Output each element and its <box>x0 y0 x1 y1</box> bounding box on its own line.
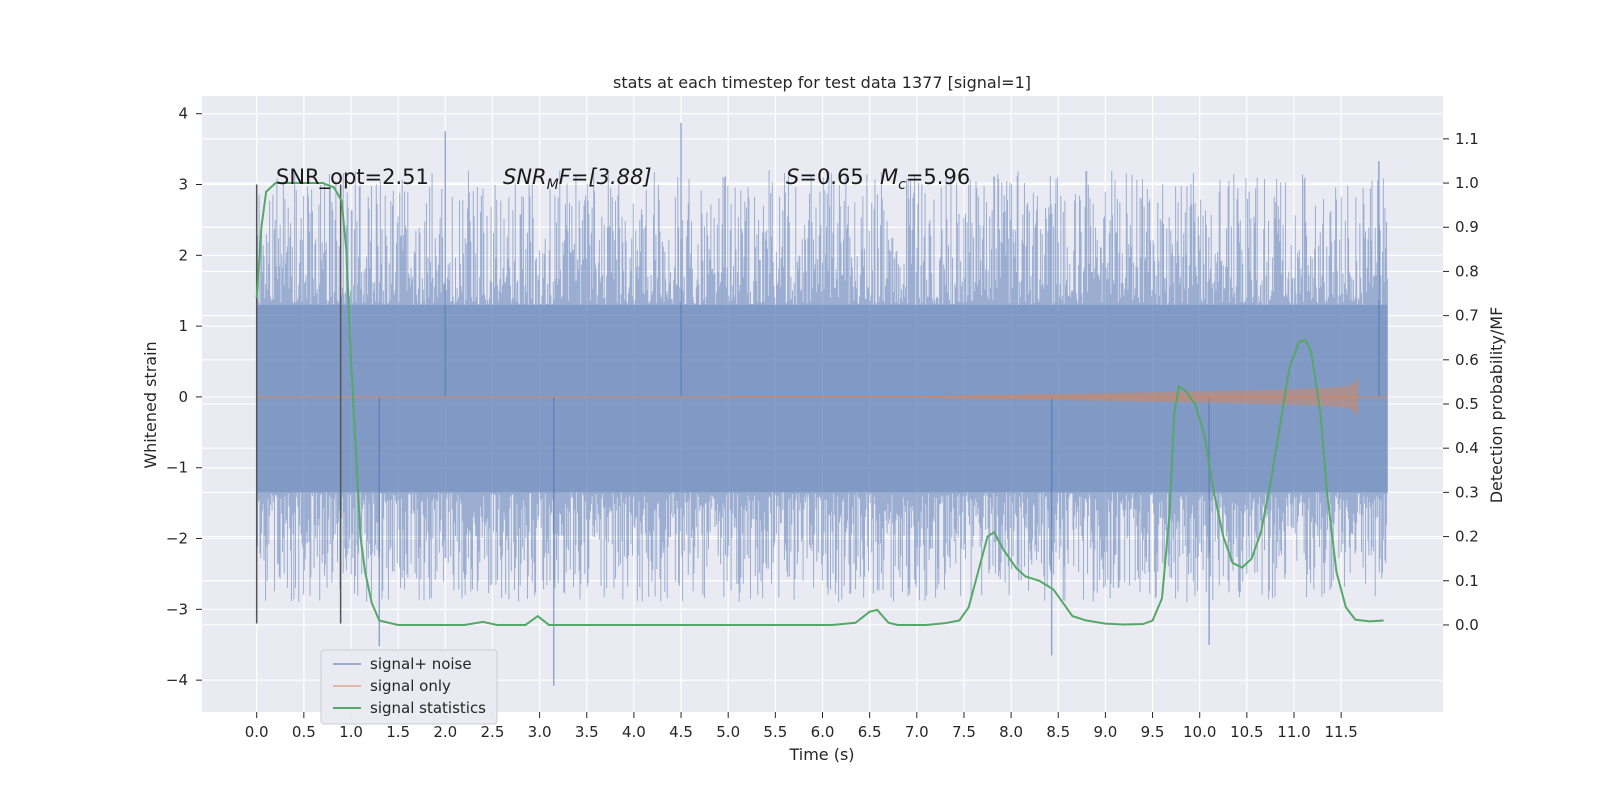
legend-box <box>320 649 498 725</box>
x-tick-label: 1.0 <box>339 723 363 741</box>
x-tick-label: 6.5 <box>858 723 882 741</box>
y-right-tick-label: 0.0 <box>1455 616 1479 634</box>
y-right-tick-label: 0.5 <box>1455 395 1479 413</box>
x-tick-label: 6.0 <box>811 723 835 741</box>
x-tick-label: 5.0 <box>716 723 740 741</box>
y-tick-label: 1 <box>178 317 188 335</box>
s-symbol: S <box>786 165 799 189</box>
x-tick-label: 3.5 <box>575 723 599 741</box>
y-right-tick-label: 1.0 <box>1455 174 1479 192</box>
legend-label-signal: signal only <box>370 677 451 695</box>
y-right-tick-label: 0.2 <box>1455 528 1479 546</box>
annotation-snr-mf: SNRMF=[3.88] <box>503 165 652 193</box>
x-tick-label: 10.0 <box>1183 723 1216 741</box>
chart-title: stats at each timestep for test data 137… <box>613 73 1031 92</box>
vertical-markers <box>255 184 342 624</box>
y-axis-right: 0.0 0.1 0.2 0.3 0.4 0.5 0.6 0.7 0.8 0.9 1.0 1.1 <box>1443 130 1479 634</box>
chirp-envelope <box>728 377 1359 417</box>
x-tick-label: 4.5 <box>669 723 693 741</box>
annotation-snr-opt: SNR_opt=2.51 <box>276 165 429 190</box>
mc-subscript: c <box>898 177 906 193</box>
y-right-tick-label: 0.6 <box>1455 351 1479 369</box>
x-tick-label: 3.0 <box>528 723 552 741</box>
y-tick-label: −4 <box>166 671 188 689</box>
snr-mf-symbol: SNR <box>503 165 547 189</box>
y-tick-label: 2 <box>178 246 188 264</box>
x-tick-label: 11.0 <box>1277 723 1310 741</box>
x-tick-label: 4.0 <box>622 723 646 741</box>
s-value: =0.65 <box>799 165 863 189</box>
x-tick-label: 7.0 <box>905 723 929 741</box>
x-tick-label: 9.0 <box>1093 723 1117 741</box>
noise-peaks <box>378 122 1380 686</box>
y-right-tick-label: 1.1 <box>1455 130 1479 148</box>
y-tick-label: −3 <box>166 600 188 618</box>
x-tick-label: 0.0 <box>245 723 269 741</box>
y-tick-label: −1 <box>166 459 188 477</box>
x-tick-label: 5.5 <box>763 723 787 741</box>
x-axis: 0.0 0.5 1.0 1.5 2.0 2.5 3.0 3.5 4.0 4.5 5.0 5.5 6.0 6… <box>245 712 1358 741</box>
legend-label-noise: signal+ noise <box>370 655 472 673</box>
x-tick-label: 11.5 <box>1324 723 1357 741</box>
noise-core-band <box>256 304 1388 493</box>
y-tick-label: 4 <box>178 105 188 123</box>
chirp-series <box>256 377 1388 417</box>
y-tick-label: 3 <box>178 176 188 194</box>
y-right-tick-label: 0.4 <box>1455 439 1479 457</box>
statistics-series <box>255 182 1384 626</box>
annotation-mc: Mc=5.96 <box>880 165 970 193</box>
mc-value: =5.96 <box>906 165 970 189</box>
y-axis-left: −4 −3 −2 −1 0 1 2 3 4 <box>166 105 202 689</box>
y-right-tick-label: 0.3 <box>1455 483 1479 501</box>
legend: signal+ noise signal only signal statist… <box>320 649 498 725</box>
y-right-tick-label: 0.7 <box>1455 307 1479 325</box>
mc-symbol: M <box>880 165 898 189</box>
x-tick-label: 8.0 <box>999 723 1023 741</box>
snr-mf-value: F=[3.88] <box>559 165 652 189</box>
x-tick-label: 1.5 <box>386 723 410 741</box>
y-right-tick-label: 0.1 <box>1455 572 1479 590</box>
x-tick-label: 8.5 <box>1046 723 1070 741</box>
y-tick-label: −2 <box>166 530 188 548</box>
legend-label-statistics: signal statistics <box>370 699 486 717</box>
x-tick-label: 10.5 <box>1230 723 1263 741</box>
y-axis-label: Whitened strain <box>141 341 160 468</box>
x-tick-label: 0.5 <box>292 723 316 741</box>
annotation-s: S=0.65 <box>786 165 864 189</box>
x-tick-label: 2.5 <box>481 723 505 741</box>
y-right-tick-label: 0.9 <box>1455 218 1479 236</box>
x-axis-label: Time (s) <box>788 745 854 764</box>
y-tick-label: 0 <box>178 388 188 406</box>
x-tick-label: 2.0 <box>433 723 457 741</box>
statistics-line <box>255 182 1384 626</box>
x-tick-label: 9.5 <box>1141 723 1165 741</box>
x-tick-label: 7.5 <box>952 723 976 741</box>
y-right-tick-label: 0.8 <box>1455 262 1479 280</box>
y-axis-right-label: Detection probability/MF <box>1487 307 1506 504</box>
noise-series <box>256 122 1388 686</box>
snr-mf-subscript: M <box>547 177 559 193</box>
